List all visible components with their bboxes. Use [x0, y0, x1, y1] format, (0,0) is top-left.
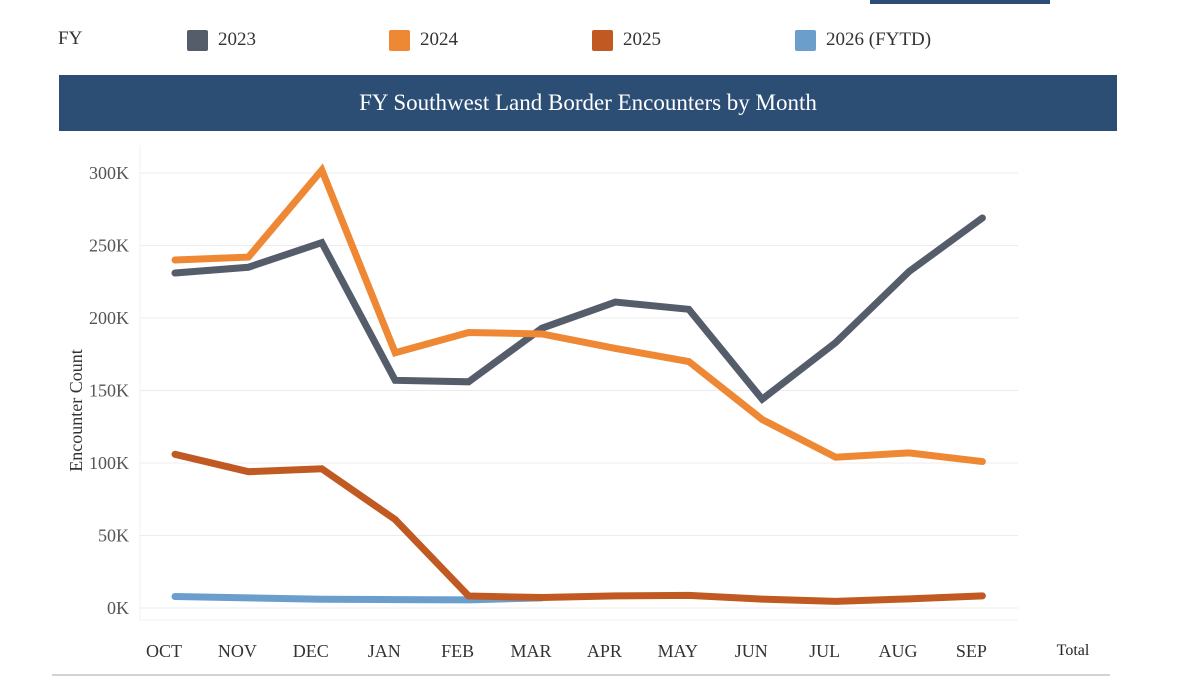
legend-item-2023[interactable]: 2023: [187, 26, 256, 54]
x-tick-label: AUG: [879, 641, 918, 661]
legend-swatch: [592, 29, 613, 51]
legend-swatch: [795, 29, 816, 51]
y-tick-label: 200K: [89, 308, 129, 328]
legend-label: 2023: [218, 29, 256, 50]
legend-swatch: [187, 29, 208, 51]
legend-label: 2025: [623, 29, 661, 50]
x-tick-label: APR: [587, 641, 622, 661]
legend-item-2026-fytd[interactable]: 2026 (FYTD): [795, 26, 931, 54]
legend-item-2025[interactable]: 2025: [592, 26, 661, 54]
legend-title: FY: [58, 28, 83, 49]
legend-label: 2024: [420, 29, 458, 50]
x-tick-label: MAR: [510, 641, 551, 661]
y-tick-label: 300K: [89, 163, 129, 183]
y-tick-label: 0K: [107, 598, 129, 618]
series-line-2023: [171, 214, 986, 405]
x-tick-label: SEP: [956, 641, 987, 661]
chart-title-banner: FY Southwest Land Border Encounters by M…: [59, 75, 1117, 131]
x-tick-label: JUL: [809, 641, 840, 661]
chart-title: FY Southwest Land Border Encounters by M…: [359, 90, 817, 115]
total-column-label: Total: [1057, 642, 1090, 659]
x-tick-label: FEB: [441, 641, 474, 661]
y-tick-label: 50K: [98, 526, 129, 546]
y-tick-label: 150K: [89, 381, 129, 401]
x-tick-label: NOV: [218, 641, 257, 661]
legend-swatch: [389, 29, 410, 51]
bottom-divider: [52, 674, 1110, 676]
legend: FY 2023 2024 2025 2026 (FYTD): [0, 22, 1200, 58]
x-tick-label: JUN: [735, 641, 768, 661]
x-tick-label: MAY: [658, 641, 698, 661]
x-tick-label: OCT: [146, 641, 182, 661]
y-axis-label: Encounter Count: [66, 349, 86, 471]
y-tick-label: 100K: [89, 453, 129, 473]
x-tick-label: JAN: [368, 641, 401, 661]
legend-item-2024[interactable]: 2024: [389, 26, 458, 54]
x-tick-label: DEC: [293, 641, 329, 661]
y-tick-label: 250K: [89, 236, 129, 256]
line-chart: 0K 50K 100K 150K 200K 250K 300K Encounter Count…: [66, 145, 1090, 661]
series-line-2025: [171, 450, 986, 605]
legend-label: 2026 (FYTD): [826, 29, 932, 50]
series-line-2024: [171, 163, 986, 466]
top-tab-indicator: [870, 0, 1050, 4]
